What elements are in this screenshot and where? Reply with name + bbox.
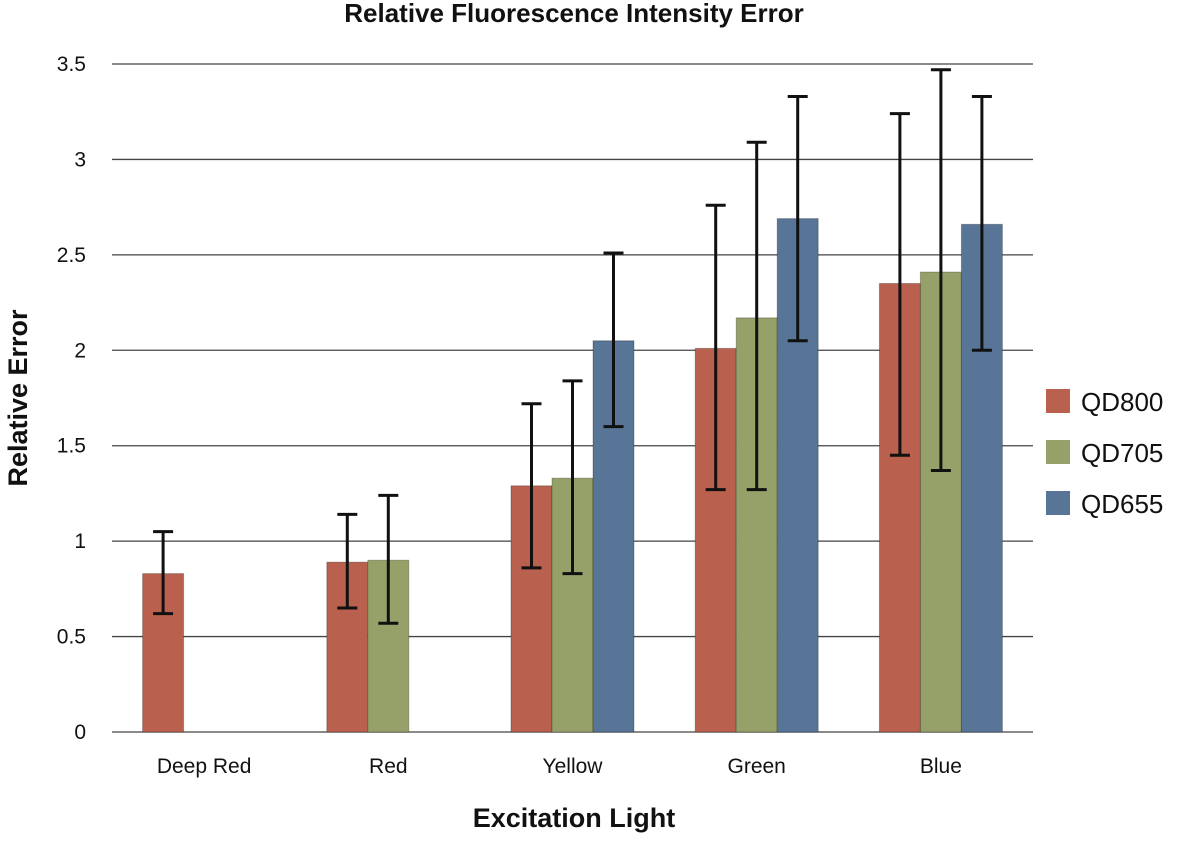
legend-swatch <box>1046 491 1070 515</box>
y-tick-label: 3 <box>74 148 86 171</box>
y-tick-label: 1 <box>74 530 86 553</box>
x-axis-ticks: Deep Red Red Yellow Green Blue <box>157 755 962 778</box>
legend-swatch <box>1046 389 1070 413</box>
y-tick-label: 1.5 <box>57 435 86 458</box>
x-axis-title: Excitation Light <box>473 803 676 833</box>
error-bars <box>153 68 992 625</box>
legend-label: QD705 <box>1081 438 1163 468</box>
y-axis-title: Relative Error <box>3 309 33 487</box>
y-axis-ticks: 0 0.5 1 1.5 2 2.5 3 3.5 <box>57 53 86 744</box>
y-tick-label: 0.5 <box>57 626 86 649</box>
y-tick-label: 2.5 <box>57 244 86 267</box>
legend-swatch <box>1046 440 1070 464</box>
x-tick-label: Blue <box>920 755 962 778</box>
x-tick-label: Deep Red <box>157 755 252 778</box>
chart-title: Relative Fluorescence Intensity Error <box>344 0 804 28</box>
legend-label: QD655 <box>1081 489 1163 519</box>
y-tick-label: 3.5 <box>57 53 86 76</box>
legend-label: QD800 <box>1081 387 1163 417</box>
y-tick-label: 0 <box>74 721 86 744</box>
x-tick-label: Red <box>369 755 408 778</box>
x-tick-label: Green <box>728 755 786 778</box>
x-tick-label: Yellow <box>543 755 604 778</box>
legend: QD800 QD705 QD655 <box>1046 387 1163 519</box>
y-tick-label: 2 <box>74 339 86 362</box>
